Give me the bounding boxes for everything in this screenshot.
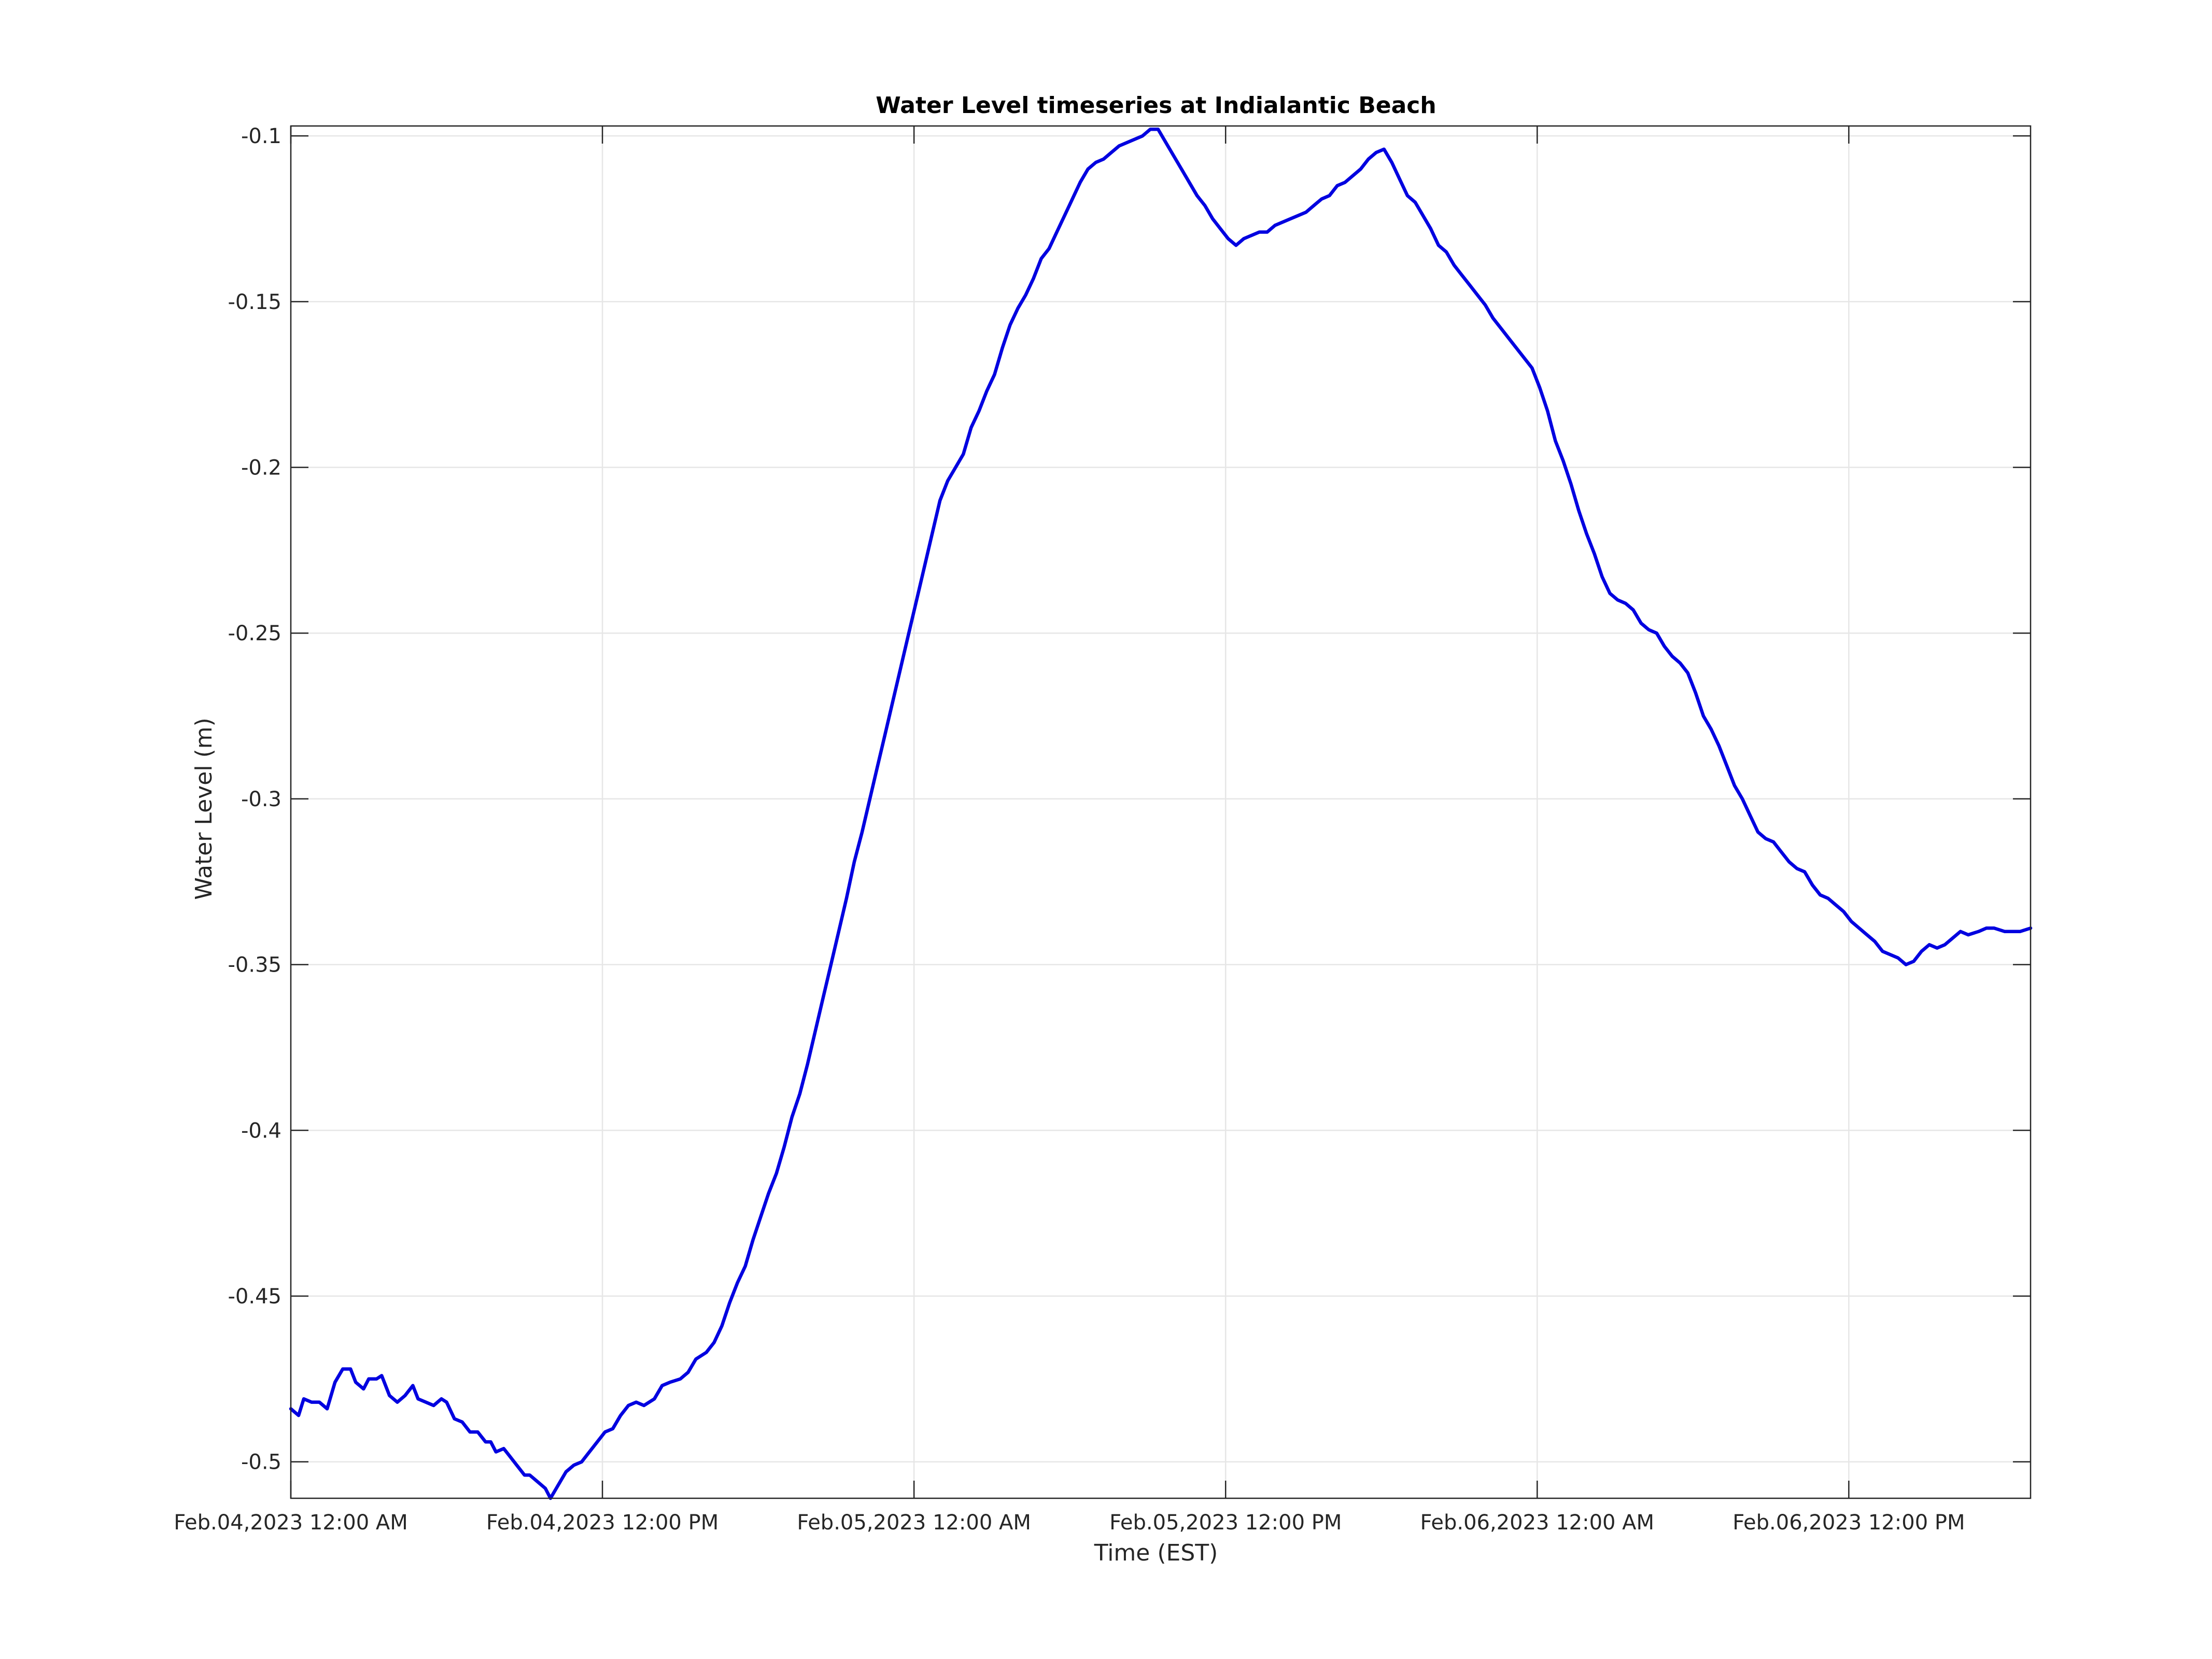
chart-title: Water Level timeseries at Indialantic Be… (876, 92, 1436, 119)
y-tick-label: -0.3 (241, 788, 281, 811)
y-tick-label: -0.4 (241, 1119, 281, 1143)
y-tick-label: -0.2 (241, 456, 281, 480)
y-tick-label: -0.35 (228, 953, 282, 977)
plot-frame (290, 125, 2032, 1499)
y-axis-label: Water Level (m) (191, 718, 217, 899)
grid-layer (290, 126, 2031, 1498)
y-tick-label: -0.45 (228, 1285, 282, 1309)
y-tick-label: -0.25 (228, 622, 282, 645)
x-axis-label: Time (EST) (1094, 1540, 1218, 1566)
x-tick-label: Feb.06,2023 12:00 AM (1420, 1511, 1655, 1535)
tick-layer: Feb.04,2023 12:00 AM Feb.04,2023 12:00 PM… (174, 124, 2031, 1535)
y-tick-label: -0.1 (241, 124, 281, 148)
water-level-series-line (289, 128, 2033, 1500)
y-tick-label: -0.5 (241, 1451, 281, 1474)
x-tick-label: Feb.05,2023 12:00 AM (797, 1511, 1031, 1535)
x-tick-label: Feb.06,2023 12:00 PM (1732, 1511, 1965, 1535)
x-tick-label: Feb.05,2023 12:00 PM (1109, 1511, 1342, 1535)
x-tick-label: Feb.04,2023 12:00 AM (174, 1511, 408, 1535)
x-tick-label: Feb.04,2023 12:00 PM (486, 1511, 718, 1535)
series-layer (289, 128, 2033, 1500)
y-tick-label: -0.15 (228, 290, 282, 314)
